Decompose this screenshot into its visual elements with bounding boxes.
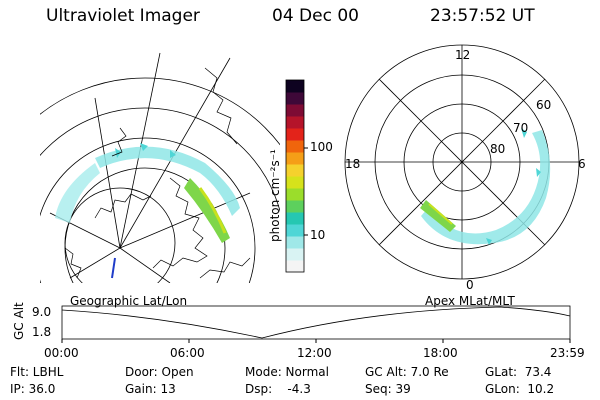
- gc-alt-status: GC Alt: 7.0 Re: [365, 365, 449, 379]
- colorbar-cell: [286, 224, 304, 237]
- gain-status: Gain: 13: [125, 382, 176, 396]
- colorbar-cell: [286, 260, 304, 273]
- magnetic-polar-plot: [344, 44, 580, 280]
- colorbar-tick-10: 10: [310, 228, 326, 242]
- mlt-label-18: 18: [345, 157, 361, 171]
- time-tick-0000: 00:00: [44, 346, 79, 360]
- date-label: 04 Dec 00: [272, 6, 359, 26]
- colorbar-cell: [286, 152, 304, 165]
- instrument-title: Ultraviolet Imager: [46, 6, 200, 26]
- meridian-line: [69, 247, 121, 279]
- magnetic-panel-label: Apex MLat/MLT: [425, 294, 515, 308]
- mlat-label-60: 60: [536, 98, 552, 112]
- mlt-label-0: 0: [466, 278, 474, 292]
- altitude-ytick-1-8: 1.8: [32, 325, 52, 339]
- colorbar-cell: [286, 176, 304, 189]
- glat-status: GLat: 73.4: [485, 365, 552, 379]
- colorbar-tick-100: 100: [310, 140, 333, 154]
- satellite-track: [111, 257, 116, 279]
- colorbar-cell: [286, 80, 304, 93]
- colorbar-cell: [286, 164, 304, 177]
- aurora-emission: [55, 143, 240, 243]
- aurora-oval: [420, 128, 551, 245]
- altitude-curve: [61, 306, 571, 339]
- mlt-label-6: 6: [578, 157, 586, 171]
- colorbar-cell: [286, 92, 304, 105]
- time-tick-2359: 23:59: [550, 346, 585, 360]
- mlat-label-80: 80: [490, 142, 506, 156]
- time-label: 23:57:52 UT: [430, 6, 535, 26]
- altitude-ylabel: GC Alt: [12, 302, 26, 340]
- time-tick-1800: 18:00: [423, 346, 458, 360]
- ip-status: IP: 36.0: [10, 382, 56, 396]
- colorbar-cell: [286, 248, 304, 261]
- seq-status: Seq: 39: [365, 382, 411, 396]
- altitude-plot: [61, 305, 571, 343]
- glon-status: GLon: 10.2: [485, 382, 555, 396]
- colorbar-cell: [286, 128, 304, 141]
- dsp-status: Dsp: -4.3: [245, 382, 311, 396]
- mode-status: Mode: Normal: [245, 365, 329, 379]
- colorbar-cell: [286, 104, 304, 117]
- mlt-label-12: 12: [455, 48, 471, 62]
- lat-circle: [64, 187, 176, 283]
- time-tick-0600: 06:00: [170, 346, 205, 360]
- colorbar-cell: [286, 236, 304, 249]
- colorbar-cell: [286, 140, 304, 153]
- lat-circle: [40, 107, 280, 213]
- colorbar-cell: [286, 212, 304, 225]
- colorbar-cell: [286, 200, 304, 213]
- coastline: [64, 67, 251, 279]
- altitude-ytick-9: 9.0: [32, 305, 52, 319]
- door-status: Door: Open: [125, 365, 194, 379]
- mlt-meridian: [378, 78, 546, 246]
- geographic-map: [40, 52, 280, 283]
- lat-circle: [40, 137, 256, 283]
- meridian-line: [94, 97, 121, 249]
- geographic-panel-label: Geographic Lat/Lon: [70, 294, 188, 308]
- colorbar-unit-label: photon cm⁻²s⁻¹: [268, 149, 282, 242]
- lat-circle: [40, 77, 280, 146]
- meridian-line: [119, 247, 171, 283]
- mlat-label-70: 70: [513, 121, 529, 135]
- colorbar-cell: [286, 116, 304, 129]
- filter-status: Flt: LBHL: [10, 365, 64, 379]
- time-tick-1200: 12:00: [297, 346, 332, 360]
- colorbar-cell: [286, 188, 304, 201]
- colorbar: [285, 79, 308, 273]
